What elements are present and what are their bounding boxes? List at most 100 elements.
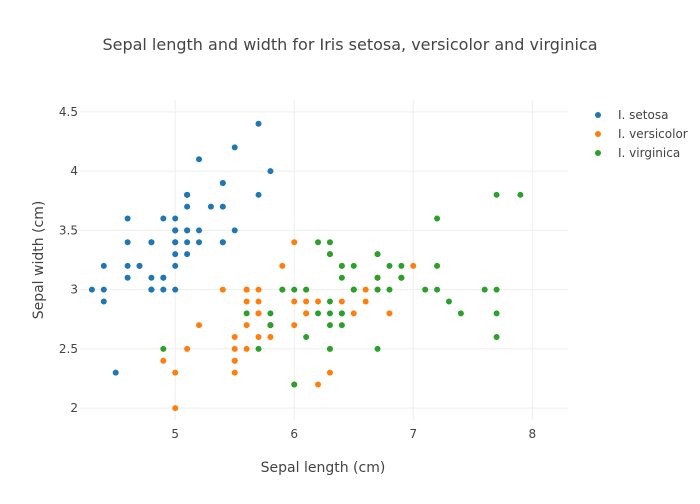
data-point[interactable] [100, 262, 107, 269]
data-point[interactable] [434, 262, 441, 269]
data-point[interactable] [434, 286, 441, 293]
data-point[interactable] [100, 286, 107, 293]
data-point[interactable] [374, 286, 381, 293]
data-point[interactable] [398, 262, 405, 269]
data-point[interactable] [374, 345, 381, 352]
data-point[interactable] [243, 298, 250, 305]
data-point[interactable] [338, 310, 345, 317]
data-point[interactable] [386, 286, 393, 293]
data-point[interactable] [326, 298, 333, 305]
data-point[interactable] [457, 310, 464, 317]
data-point[interactable] [231, 369, 238, 376]
data-point[interactable] [493, 334, 500, 341]
data-point[interactable] [124, 239, 131, 246]
data-point[interactable] [148, 286, 155, 293]
data-point[interactable] [255, 120, 262, 127]
data-point[interactable] [291, 322, 298, 329]
data-point[interactable] [326, 322, 333, 329]
legend-item[interactable]: I. virginica [595, 146, 680, 160]
data-point[interactable] [493, 310, 500, 317]
data-point[interactable] [100, 298, 107, 305]
data-point[interactable] [267, 168, 274, 175]
data-point[interactable] [255, 191, 262, 198]
data-point[interactable] [267, 310, 274, 317]
data-point[interactable] [374, 251, 381, 258]
data-point[interactable] [374, 274, 381, 281]
data-point[interactable] [124, 262, 131, 269]
data-point[interactable] [255, 334, 262, 341]
data-point[interactable] [148, 239, 155, 246]
data-point[interactable] [160, 215, 167, 222]
data-point[interactable] [410, 262, 417, 269]
data-point[interactable] [315, 310, 322, 317]
data-point[interactable] [493, 191, 500, 198]
data-point[interactable] [172, 262, 179, 269]
data-point[interactable] [231, 334, 238, 341]
data-point[interactable] [184, 239, 191, 246]
data-point[interactable] [172, 215, 179, 222]
data-point[interactable] [172, 251, 179, 258]
data-point[interactable] [315, 381, 322, 388]
data-point[interactable] [136, 262, 143, 269]
data-point[interactable] [148, 274, 155, 281]
data-point[interactable] [88, 286, 95, 293]
data-point[interactable] [172, 369, 179, 376]
data-point[interactable] [338, 262, 345, 269]
data-point[interactable] [124, 274, 131, 281]
data-point[interactable] [243, 286, 250, 293]
data-point[interactable] [160, 357, 167, 364]
data-point[interactable] [160, 274, 167, 281]
data-point[interactable] [160, 345, 167, 352]
data-point[interactable] [255, 345, 262, 352]
data-point[interactable] [231, 144, 238, 151]
data-point[interactable] [338, 298, 345, 305]
data-point[interactable] [445, 298, 452, 305]
data-point[interactable] [338, 274, 345, 281]
data-point[interactable] [517, 191, 524, 198]
data-point[interactable] [231, 227, 238, 234]
data-point[interactable] [326, 369, 333, 376]
data-point[interactable] [303, 286, 310, 293]
data-point[interactable] [196, 239, 203, 246]
data-point[interactable] [338, 322, 345, 329]
data-point[interactable] [386, 310, 393, 317]
data-point[interactable] [291, 286, 298, 293]
data-point[interactable] [219, 203, 226, 210]
data-point[interactable] [160, 286, 167, 293]
data-point[interactable] [279, 262, 286, 269]
legend-item[interactable]: I. setosa [595, 108, 668, 122]
data-point[interactable] [243, 345, 250, 352]
data-point[interactable] [291, 298, 298, 305]
data-point[interactable] [219, 179, 226, 186]
data-point[interactable] [422, 286, 429, 293]
data-point[interactable] [172, 286, 179, 293]
legend-item[interactable]: I. versicolor [595, 127, 688, 141]
data-point[interactable] [196, 227, 203, 234]
data-point[interactable] [231, 345, 238, 352]
data-point[interactable] [481, 286, 488, 293]
data-point[interactable] [315, 298, 322, 305]
data-point[interactable] [124, 215, 131, 222]
data-point[interactable] [315, 239, 322, 246]
data-point[interactable] [112, 369, 119, 376]
data-point[interactable] [184, 227, 191, 234]
data-point[interactable] [255, 310, 262, 317]
data-point[interactable] [303, 334, 310, 341]
data-point[interactable] [184, 345, 191, 352]
data-point[interactable] [398, 274, 405, 281]
data-point[interactable] [350, 262, 357, 269]
data-point[interactable] [350, 286, 357, 293]
data-point[interactable] [207, 203, 214, 210]
data-point[interactable] [291, 239, 298, 246]
data-point[interactable] [184, 251, 191, 258]
data-point[interactable] [362, 298, 369, 305]
data-point[interactable] [184, 191, 191, 198]
data-point[interactable] [326, 345, 333, 352]
data-point[interactable] [196, 156, 203, 163]
data-point[interactable] [326, 251, 333, 258]
data-point[interactable] [231, 357, 238, 364]
data-point[interactable] [243, 322, 250, 329]
data-point[interactable] [267, 334, 274, 341]
data-point[interactable] [219, 286, 226, 293]
data-point[interactable] [493, 286, 500, 293]
